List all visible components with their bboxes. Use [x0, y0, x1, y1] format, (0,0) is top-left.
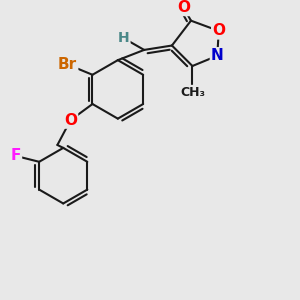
Text: F: F: [11, 148, 21, 164]
Text: O: O: [64, 112, 77, 128]
Text: O: O: [212, 23, 225, 38]
Text: N: N: [211, 48, 224, 63]
Text: CH₃: CH₃: [180, 86, 205, 99]
Text: O: O: [177, 0, 190, 15]
Text: Br: Br: [58, 57, 77, 72]
Text: H: H: [118, 31, 130, 45]
